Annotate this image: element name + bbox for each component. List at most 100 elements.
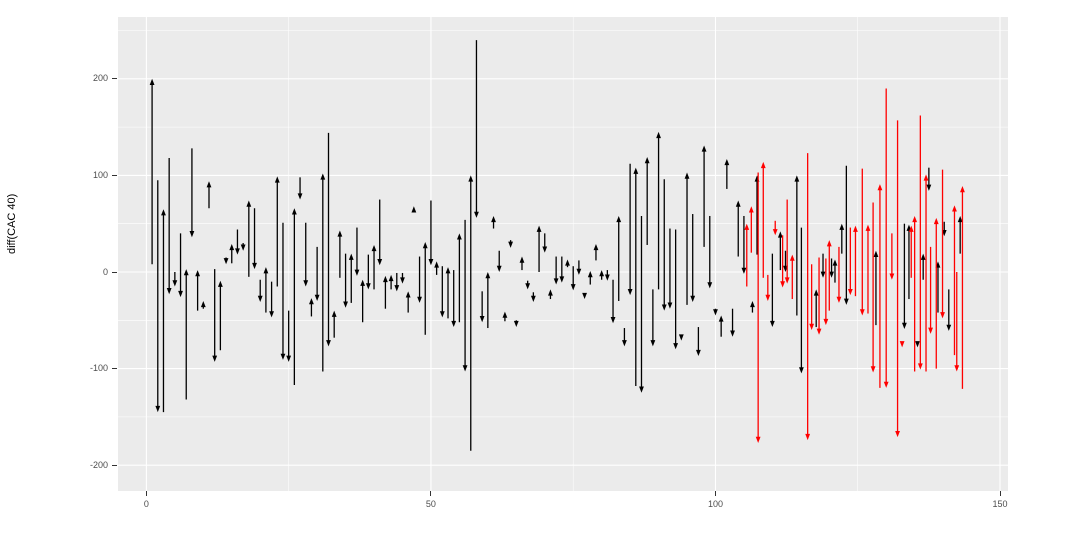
arrowhead <box>508 241 514 248</box>
arrowhead <box>172 280 178 287</box>
arrowhead <box>883 381 889 388</box>
arrows-plot <box>118 17 1008 491</box>
arrowhead <box>582 292 587 300</box>
arrowhead <box>826 240 832 247</box>
arrowhead <box>923 174 929 181</box>
arrowhead <box>915 341 920 348</box>
arrowhead <box>348 253 354 260</box>
arrowhead <box>701 145 707 152</box>
arrowhead <box>223 258 229 265</box>
arrowhead <box>604 274 610 281</box>
arrowhead <box>865 224 871 231</box>
arrowhead <box>809 323 815 330</box>
arrowhead <box>434 261 440 268</box>
arrowhead <box>870 366 876 373</box>
arrowhead <box>765 294 771 301</box>
arrowhead <box>365 283 371 290</box>
y-tick-label: 200 <box>92 73 108 84</box>
major-gridlines <box>118 17 1008 491</box>
arrowhead <box>789 254 795 261</box>
arrowhead <box>553 278 559 285</box>
red-arrows <box>744 88 965 443</box>
arrowhead <box>889 273 895 280</box>
arrowhead <box>899 341 905 348</box>
arrowhead <box>730 330 735 337</box>
arrowhead <box>823 318 829 326</box>
arrowhead <box>320 173 326 180</box>
arrowhead <box>933 217 939 225</box>
arrowhead <box>530 295 536 302</box>
arrowhead <box>724 158 730 166</box>
x-tick-mark <box>999 491 1001 496</box>
arrowhead <box>212 355 218 362</box>
arrowhead <box>309 298 314 305</box>
arrowhead <box>847 288 853 296</box>
arrowhead <box>229 243 235 251</box>
arrowhead <box>661 304 667 311</box>
arrowhead <box>354 269 360 276</box>
arrowhead <box>678 334 684 341</box>
arrowhead <box>246 200 252 207</box>
arrowhead <box>684 172 690 179</box>
arrowhead <box>805 433 811 441</box>
arrowhead <box>695 349 701 357</box>
arrowhead <box>593 243 599 251</box>
arrowhead <box>813 289 819 296</box>
arrowhead <box>263 267 269 274</box>
black-arrows <box>149 40 963 451</box>
y-tick-label: -100 <box>89 363 108 374</box>
y-tick-label: 100 <box>92 169 108 180</box>
arrowhead <box>200 300 206 308</box>
arrowhead <box>707 282 713 289</box>
arrowhead <box>633 167 639 174</box>
arrowhead <box>917 363 923 370</box>
arrowhead <box>667 302 673 309</box>
arrowhead <box>422 242 428 249</box>
x-tick-label: 150 <box>992 499 1008 509</box>
arrowhead <box>829 271 834 278</box>
arrowhead <box>548 289 553 296</box>
arrowhead <box>297 193 303 200</box>
x-tick-mark <box>430 491 432 496</box>
arrowhead <box>314 294 320 301</box>
arrowhead <box>451 320 457 328</box>
arrowhead <box>926 184 932 191</box>
arrowhead <box>468 175 474 182</box>
arrowhead <box>616 215 622 223</box>
arrowhead <box>383 275 388 283</box>
arrowhead <box>417 296 422 303</box>
arrowhead <box>439 311 445 318</box>
arrowhead <box>331 310 337 317</box>
arrowhead <box>343 301 348 308</box>
minor-gridlines <box>118 17 1008 491</box>
arrowhead <box>428 259 434 266</box>
arrowhead <box>940 312 945 319</box>
arrowhead <box>269 311 274 318</box>
arrowhead <box>928 327 933 334</box>
arrowhead <box>559 276 565 283</box>
arrowhead <box>718 315 724 322</box>
arrowhead <box>627 288 633 296</box>
arrowhead <box>760 161 766 169</box>
arrowhead <box>960 186 965 193</box>
arrowhead <box>195 270 201 277</box>
arrowhead <box>798 367 804 374</box>
arrowhead <box>411 206 417 213</box>
arrowhead <box>513 320 519 328</box>
arrowhead <box>656 131 661 139</box>
arrowhead <box>920 253 926 260</box>
arrowhead <box>405 291 411 298</box>
arrowhead <box>794 175 800 182</box>
arrowhead <box>957 215 963 223</box>
y-tick-label: -200 <box>89 459 108 470</box>
arrowhead <box>780 281 786 288</box>
arrowhead <box>178 290 183 298</box>
arrowhead <box>650 340 656 347</box>
arrowhead <box>149 78 155 85</box>
arrowhead <box>235 248 240 255</box>
arrowhead <box>502 311 508 318</box>
y-tick-mark <box>112 464 117 466</box>
y-tick-label: 0 <box>102 266 108 277</box>
arrowhead <box>485 272 491 279</box>
arrowhead <box>377 259 383 266</box>
